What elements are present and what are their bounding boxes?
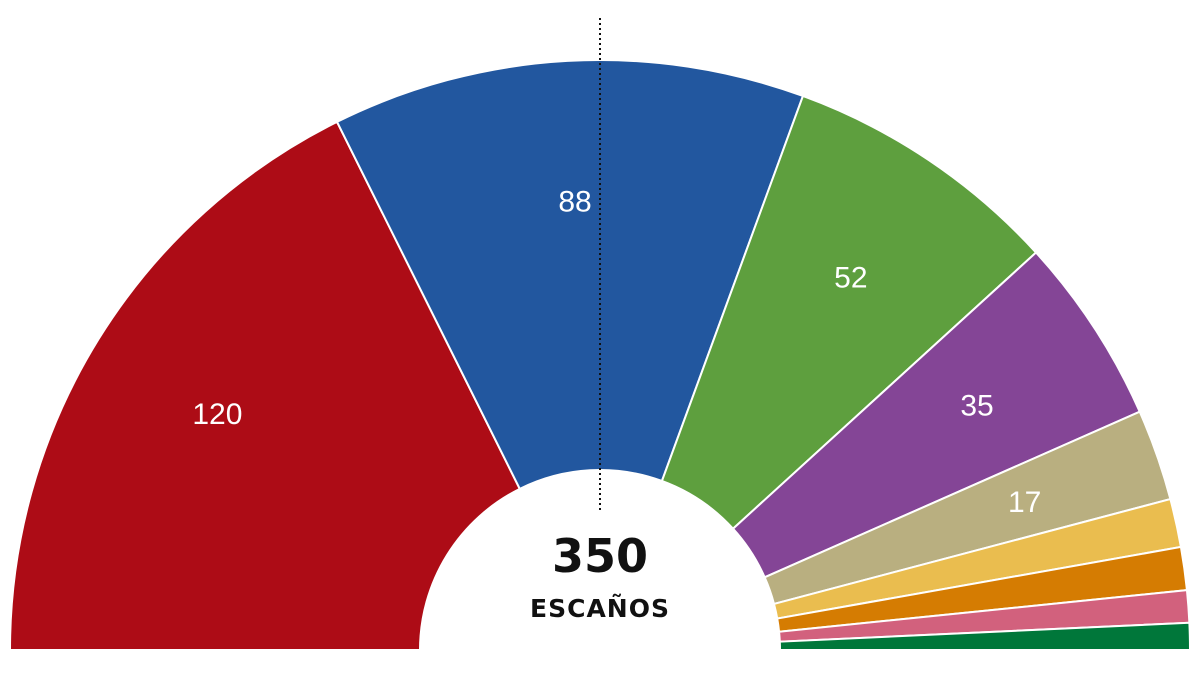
seat-label-3: 52	[834, 261, 867, 294]
total-seats-label: ESCAÑOS	[530, 594, 670, 623]
total-seats-number: 350	[552, 529, 648, 583]
seat-label-2: 88	[558, 186, 591, 219]
seat-segment-1	[8, 120, 522, 651]
seat-segments	[8, 59, 1192, 651]
seat-label-1: 120	[192, 398, 242, 431]
seat-segment-2	[335, 59, 805, 491]
seat-segment-9	[778, 621, 1192, 651]
seat-label-5: 17	[1008, 486, 1041, 519]
seat-segment-3	[660, 94, 1038, 531]
seat-label-4: 35	[960, 389, 993, 422]
seat-labels: 120 88 52 35 17	[192, 186, 1041, 519]
